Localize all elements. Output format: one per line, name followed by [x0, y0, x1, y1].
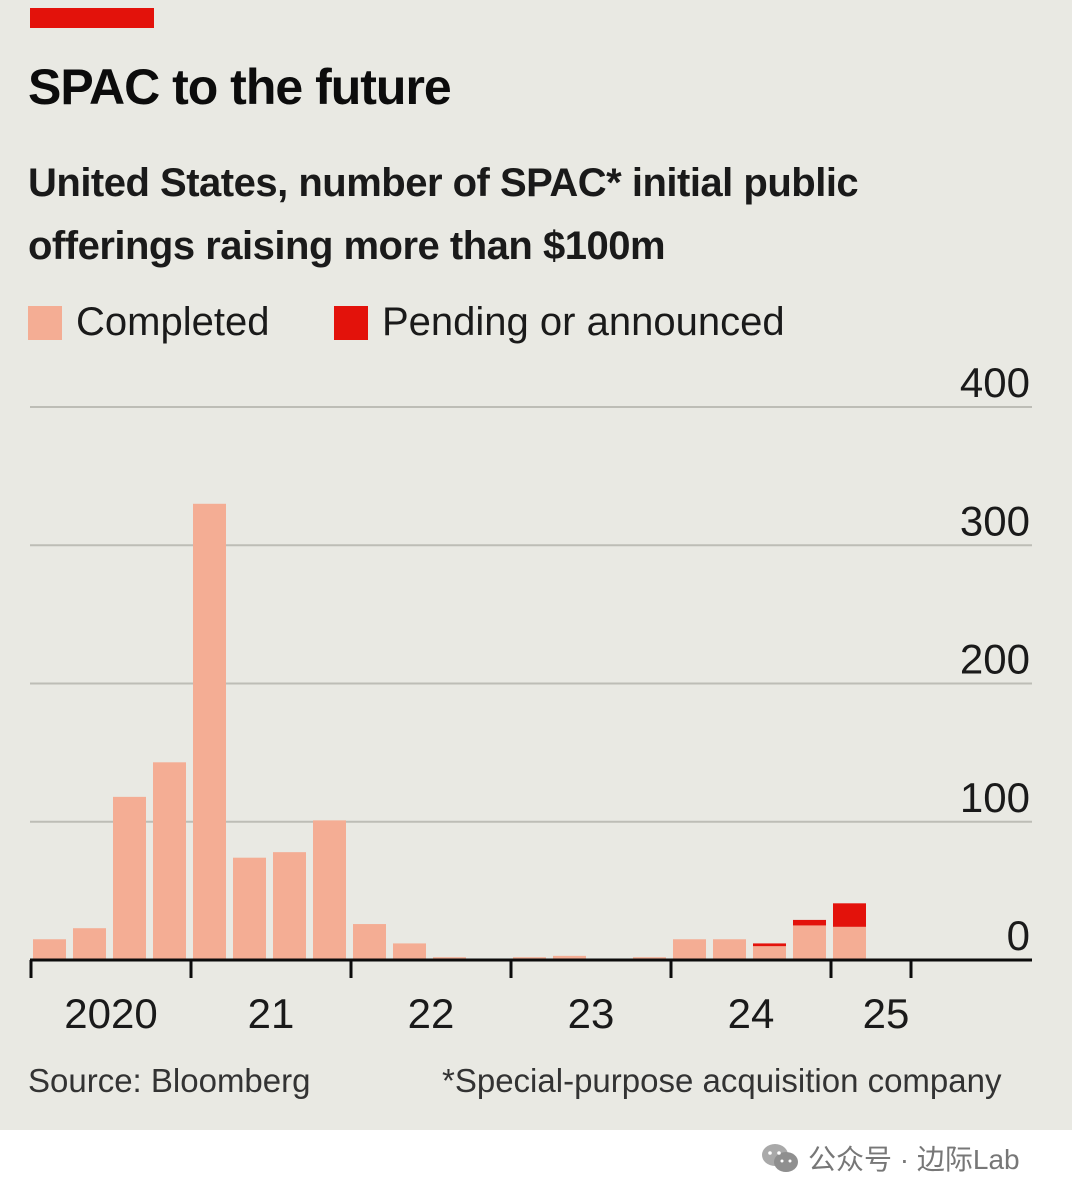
- bar-completed: [713, 939, 746, 960]
- bar-pending: [793, 919, 826, 926]
- x-tick-label: 24: [728, 990, 775, 1037]
- bar-completed: [673, 939, 706, 960]
- bar-pending: [833, 903, 866, 927]
- legend-item-completed: Completed: [28, 300, 269, 345]
- y-tick-label: 0: [1007, 912, 1030, 959]
- legend-swatch-completed: [28, 305, 62, 340]
- bar-completed: [313, 820, 346, 960]
- watermark-text: 公众号 · 边际Lab: [808, 1144, 1020, 1175]
- bar-completed: [833, 926, 866, 960]
- bar-completed: [793, 925, 826, 960]
- footnote: *Special-purpose acquisition company: [442, 1062, 1002, 1099]
- bar-completed: [73, 928, 106, 960]
- chart-card: SPAC to the future United States, number…: [0, 0, 1072, 1130]
- subtitle-line-1: United States, number of SPAC* initial p…: [28, 161, 859, 205]
- bar-completed: [273, 852, 306, 960]
- legend-label-completed: Completed: [76, 300, 270, 344]
- chart-title: SPAC to the future: [28, 59, 452, 115]
- y-tick-label: 200: [960, 636, 1030, 683]
- legend-label-pending: Pending or announced: [382, 300, 785, 344]
- x-tick-label: 22: [408, 990, 455, 1037]
- bar-chart: 0 100 200 300 400 2020 21 22 23 24 25: [29, 359, 1032, 1037]
- legend-item-pending: Pending or announced: [334, 300, 785, 345]
- chart-subtitle: United States, number of SPAC* initial p…: [28, 152, 1008, 278]
- y-tick-label: 400: [960, 359, 1030, 406]
- bar-completed: [353, 924, 386, 960]
- bar-completed: [33, 939, 66, 960]
- source-note: Source: Bloomberg: [28, 1062, 311, 1099]
- y-tick-label: 300: [960, 497, 1030, 544]
- x-tick-label: 21: [248, 990, 295, 1037]
- watermark: 公众号 · 边际Lab: [760, 1138, 1020, 1178]
- subtitle-line-2: offerings raising more than $100m: [28, 224, 666, 268]
- accent-bar: [30, 8, 154, 28]
- bar-completed: [753, 946, 786, 960]
- bar-completed: [153, 762, 186, 960]
- x-tick-label: 25: [863, 990, 910, 1037]
- wechat-icon: [762, 1144, 798, 1172]
- bar-completed: [193, 503, 226, 960]
- x-tick-label: 2020: [64, 990, 157, 1037]
- bar-pending: [753, 943, 786, 947]
- x-tick-label: 23: [568, 990, 615, 1037]
- y-tick-label: 100: [960, 774, 1030, 821]
- bar-completed: [113, 796, 146, 960]
- bar-completed: [233, 857, 266, 960]
- bar-completed: [553, 955, 586, 960]
- legend-swatch-pending: [334, 305, 368, 340]
- bar-completed: [393, 943, 426, 960]
